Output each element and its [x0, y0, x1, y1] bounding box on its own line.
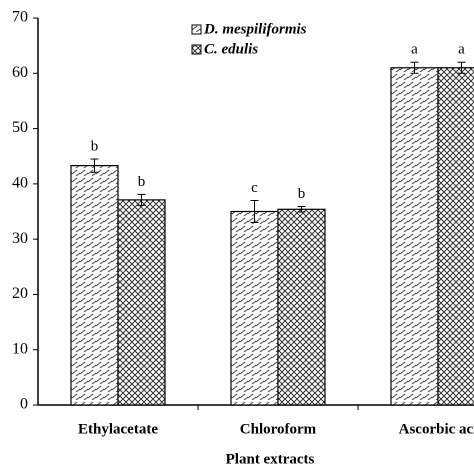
- y-tick-label: 40: [12, 175, 28, 192]
- y-tick-label: 70: [12, 9, 28, 26]
- x-axis-title: Plant extracts: [226, 451, 315, 467]
- significance-label: b: [138, 174, 146, 190]
- error-bar: [90, 158, 99, 173]
- error-bar: [297, 206, 306, 213]
- legend-label: C. edulis: [204, 41, 258, 57]
- significance-label: b: [91, 138, 99, 154]
- error-bar: [137, 193, 146, 206]
- error-bar: [457, 61, 466, 74]
- y-tick-label: 30: [12, 230, 28, 247]
- significance-label: a: [458, 42, 465, 58]
- legend-swatch: [191, 44, 202, 55]
- y-tick-label: 10: [12, 340, 28, 357]
- bar: [437, 67, 474, 406]
- significance-label: a: [411, 42, 418, 58]
- significance-label: b: [298, 186, 306, 202]
- y-tick-label: 50: [12, 119, 28, 136]
- x-tick-label: Chloroform: [240, 421, 317, 437]
- error-bar: [250, 199, 259, 224]
- y-tick-label: 20: [12, 285, 28, 302]
- legend-swatch: [191, 24, 202, 35]
- significance-label: c: [251, 180, 258, 196]
- y-tick-label: 60: [12, 64, 28, 81]
- bar: [70, 165, 119, 406]
- error-bar: [410, 61, 419, 74]
- bar: [277, 208, 326, 406]
- bar: [230, 210, 279, 406]
- x-tick-label: Ethylacetate: [78, 421, 158, 437]
- legend-label: D. mespiliformis: [203, 21, 307, 37]
- y-tick-label: 0: [20, 396, 28, 413]
- bar: [390, 67, 439, 406]
- bar: [117, 199, 166, 406]
- x-tick-label: Ascorbic aci: [399, 421, 474, 437]
